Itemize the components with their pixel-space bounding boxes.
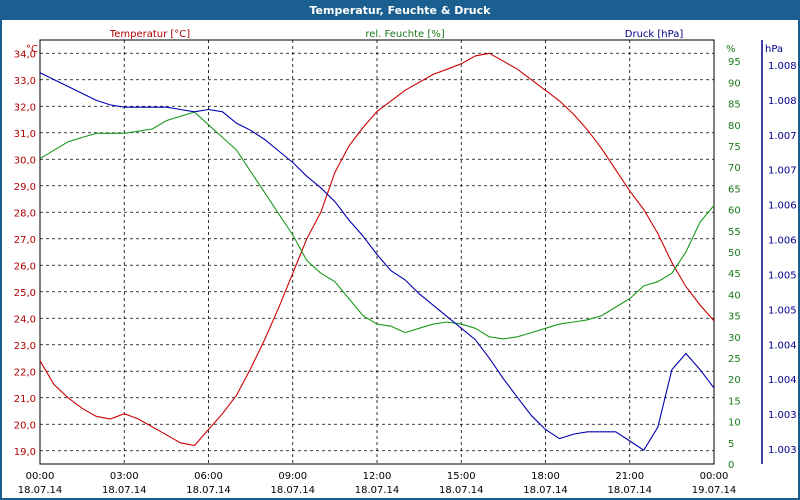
pressure-tick-label: 1.006 [768,236,797,247]
temp-tick-label: 28,0 [14,208,36,219]
pressure-line [39,72,715,451]
humidity-tick-label: 45 [728,269,741,280]
temp-tick-label: 25,0 [14,288,36,299]
grid [40,40,714,464]
series-name-label: Temperatur [°C] [109,29,190,40]
x-tick-date: 18.07.14 [607,485,652,496]
temp-unit-label: °C [26,44,38,55]
series-name-label: Druck [hPa] [625,29,684,40]
humidity-tick-label: 55 [728,227,741,238]
temp-tick-label: 21,0 [14,394,36,405]
temp-tick-label: 27,0 [14,235,36,246]
temp-tick-label: 32,0 [14,102,36,113]
pressure-tick-label: 1.008 [768,96,797,107]
humidity-tick-label: 50 [728,248,741,259]
humidity-unit-label: % [726,44,736,55]
x-tick-date: 18.07.14 [355,485,400,496]
pressure-tick-label: 1.005 [768,270,797,281]
humidity-tick-label: 60 [728,206,741,217]
humidity-tick-label: 85 [728,100,741,111]
humidity-tick-label: 30 [728,333,741,344]
humidity-tick-label: 0 [728,460,734,471]
temp-tick-label: 22,0 [14,367,36,378]
temp-tick-label: 34,0 [14,49,36,60]
humidity-tick-label: 10 [728,418,741,429]
pressure-tick-label: 1.006 [768,201,797,212]
x-tick-date: 18.07.14 [523,485,568,496]
humidity-tick-label: 80 [728,121,741,132]
x-tick-date: 18.07.14 [270,485,315,496]
humidity-tick-label: 35 [728,312,741,323]
pressure-tick-label: 1.008 [768,61,797,72]
humidity-line [39,111,715,340]
humidity-tick-label: 5 [728,439,734,450]
humidity-tick-label: 20 [728,375,741,386]
temp-tick-label: 33,0 [14,76,36,87]
temp-tick-label: 23,0 [14,341,36,352]
temp-tick-label: 29,0 [14,182,36,193]
temp-tick-label: 24,0 [14,314,36,325]
pressure-tick-label: 1.003 [768,445,797,456]
humidity-tick-label: 65 [728,184,741,195]
humidity-tick-label: 40 [728,290,741,301]
humidity-tick-label: 70 [728,163,741,174]
pressure-tick-label: 1.007 [768,131,797,142]
temp-tick-label: 26,0 [14,261,36,272]
x-tick-time: 12:00 [363,471,392,482]
temp-tick-label: 20,0 [14,420,36,431]
humidity-tick-label: 15 [728,396,741,407]
x-tick-date: 18.07.14 [186,485,231,496]
x-tick-time: 09:00 [278,471,307,482]
x-tick-date: 18.07.14 [439,485,484,496]
pressure-tick-label: 1.004 [768,375,797,386]
humidity-tick-label: 25 [728,354,741,365]
pressure-tick-label: 1.004 [768,340,797,351]
x-tick-date: 18.07.14 [18,485,63,496]
x-tick-date: 19.07.14 [692,485,737,496]
axis-labels: 00:00 18.07.14 03:00 18.07.14 06:00 18.07.14 0… [14,29,797,496]
humidity-tick-label: 90 [728,78,741,89]
temperature-line [39,52,715,447]
temp-tick-label: 30,0 [14,155,36,166]
pressure-unit-label: hPa [765,44,783,55]
x-tick-time: 21:00 [615,471,644,482]
pressure-tick-label: 1.007 [768,166,797,177]
x-tick-time: 18:00 [531,471,560,482]
pressure-tick-label: 1.003 [768,410,797,421]
humidity-tick-label: 95 [728,57,741,68]
temp-tick-label: 19,0 [14,447,36,458]
chart-title: Temperatur, Feuchte & Druck [2,2,798,20]
x-tick-date: 18.07.14 [102,485,147,496]
humidity-tick-label: 75 [728,142,741,153]
x-tick-time: 00:00 [700,471,729,482]
x-tick-time: 00:00 [26,471,55,482]
x-tick-time: 03:00 [110,471,139,482]
temp-tick-label: 31,0 [14,129,36,140]
series-name-label: rel. Feuchte [%] [365,29,444,40]
pressure-tick-label: 1.005 [768,305,797,316]
x-tick-time: 15:00 [447,471,476,482]
x-tick-time: 06:00 [194,471,223,482]
series-layer [39,52,715,451]
